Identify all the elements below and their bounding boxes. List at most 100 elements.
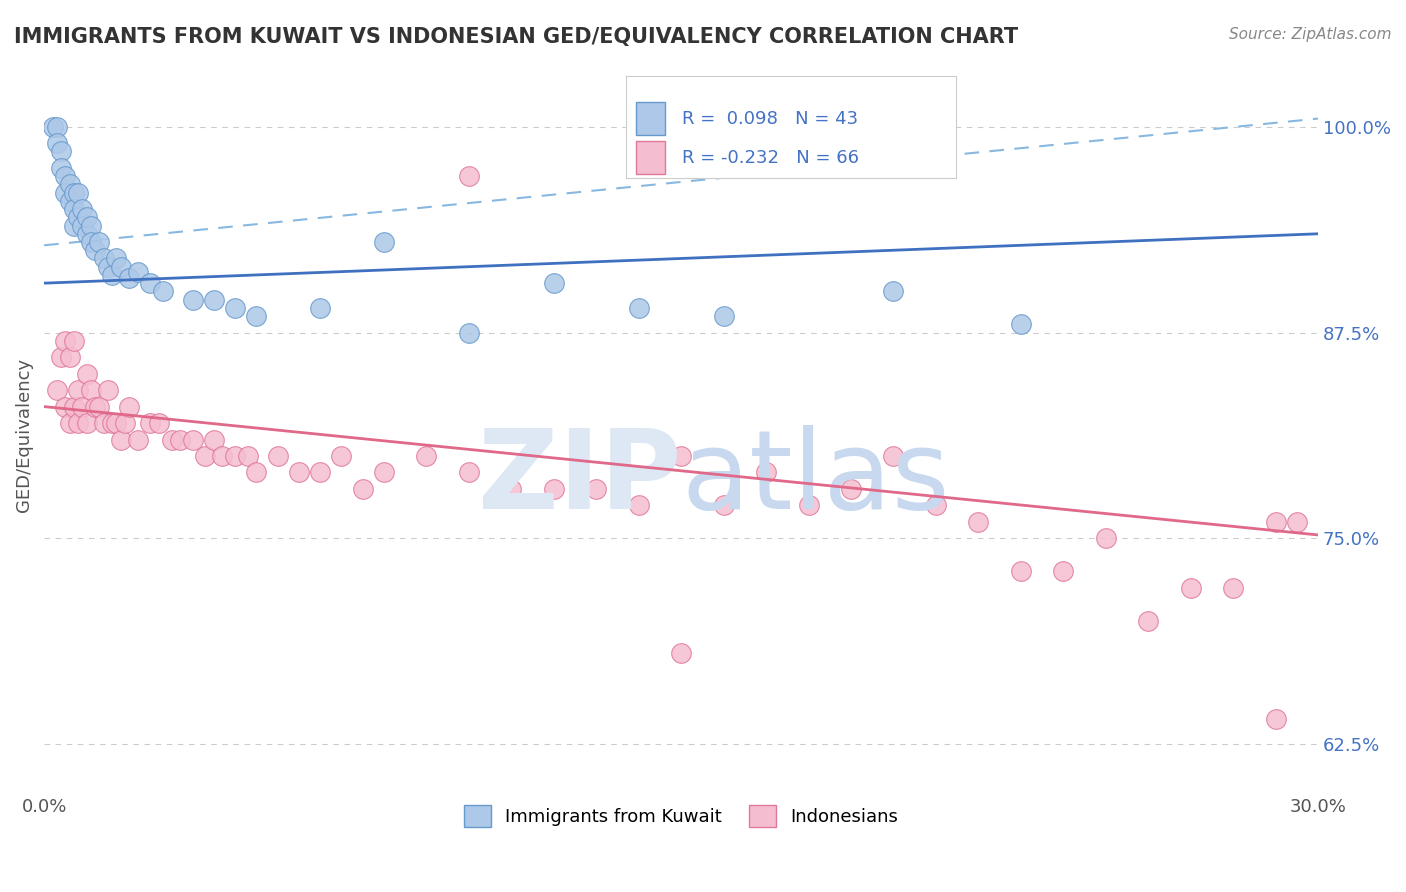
Point (202, 433, 225, 447)
Point (967, 515, 990, 529)
Text: Source: ZipAtlas.com: Source: ZipAtlas.com (1229, 27, 1392, 42)
Point (181, 293, 204, 307)
Point (1137, 614, 1160, 628)
Point (457, 326, 479, 340)
Point (245, 466, 267, 480)
Point (713, 309, 735, 323)
Point (1010, 564, 1032, 578)
Point (53, 400, 76, 414)
Point (58, 178, 80, 192)
Point (755, 466, 778, 480)
Point (97, 383, 120, 397)
Point (89, 400, 111, 414)
Point (76, 211, 98, 225)
Point (76, 416, 98, 430)
Point (53, 334, 76, 348)
Point (160, 433, 183, 447)
Point (1180, 581, 1202, 595)
Text: R =  0.098   N = 43: R = 0.098 N = 43 (682, 110, 858, 128)
Point (105, 252, 128, 266)
Text: IMMIGRANTS FROM KUWAIT VS INDONESIAN GED/EQUIVALENCY CORRELATION CHART: IMMIGRANTS FROM KUWAIT VS INDONESIAN GED… (14, 27, 1018, 46)
Point (882, 285, 904, 299)
Point (373, 235, 395, 249)
Point (97, 260, 120, 274)
Point (63, 400, 86, 414)
Point (127, 433, 149, 447)
Point (415, 449, 437, 463)
Point (67, 211, 90, 225)
Point (58, 416, 80, 430)
Point (148, 416, 170, 430)
Point (72, 219, 94, 233)
Point (93, 416, 115, 430)
Point (127, 265, 149, 279)
Point (45, 120, 67, 134)
Bar (636, 142, 665, 174)
Point (181, 433, 204, 447)
Point (114, 416, 136, 430)
Point (797, 499, 820, 513)
Point (457, 169, 479, 184)
Point (118, 400, 141, 414)
Point (49, 350, 72, 364)
Point (245, 309, 267, 323)
Point (1010, 318, 1032, 332)
Point (224, 449, 246, 463)
Point (76, 367, 98, 381)
Point (139, 276, 162, 290)
Point (101, 268, 124, 282)
Point (1094, 531, 1116, 545)
Point (309, 466, 332, 480)
Text: R = -0.232   N = 66: R = -0.232 N = 66 (682, 149, 859, 167)
Point (1285, 515, 1308, 529)
Point (45, 383, 67, 397)
Point (49, 145, 72, 159)
Point (63, 219, 86, 233)
Point (152, 285, 174, 299)
Point (110, 433, 132, 447)
Point (839, 482, 862, 496)
Point (627, 301, 650, 315)
Point (45, 136, 67, 151)
Point (266, 449, 288, 463)
Bar (636, 103, 665, 136)
Point (352, 482, 374, 496)
Point (63, 334, 86, 348)
Point (80, 219, 103, 233)
Point (139, 416, 162, 430)
Point (76, 227, 98, 241)
Text: atlas: atlas (681, 425, 949, 532)
Point (105, 416, 128, 430)
Point (118, 271, 141, 285)
Point (194, 449, 217, 463)
Point (211, 449, 233, 463)
Point (49, 161, 72, 175)
Point (1264, 712, 1286, 726)
Point (1052, 564, 1074, 578)
Text: ZIP: ZIP (478, 425, 681, 532)
Point (72, 202, 94, 216)
Point (501, 482, 523, 496)
Point (236, 449, 259, 463)
Point (627, 499, 650, 513)
Point (925, 499, 948, 513)
Point (169, 433, 191, 447)
Point (585, 482, 607, 496)
Point (543, 276, 565, 290)
Point (53, 186, 76, 200)
Point (110, 260, 132, 274)
Point (1222, 581, 1244, 595)
Point (80, 383, 103, 397)
Point (288, 466, 311, 480)
Point (67, 383, 90, 397)
Point (543, 482, 565, 496)
Point (80, 235, 103, 249)
Point (84, 400, 107, 414)
Point (882, 449, 904, 463)
Point (101, 416, 124, 430)
Y-axis label: GED/Equivalency: GED/Equivalency (15, 359, 32, 513)
Point (72, 400, 94, 414)
Point (63, 202, 86, 216)
Legend: Immigrants from Kuwait, Indonesians: Immigrants from Kuwait, Indonesians (457, 798, 905, 834)
Point (330, 449, 353, 463)
